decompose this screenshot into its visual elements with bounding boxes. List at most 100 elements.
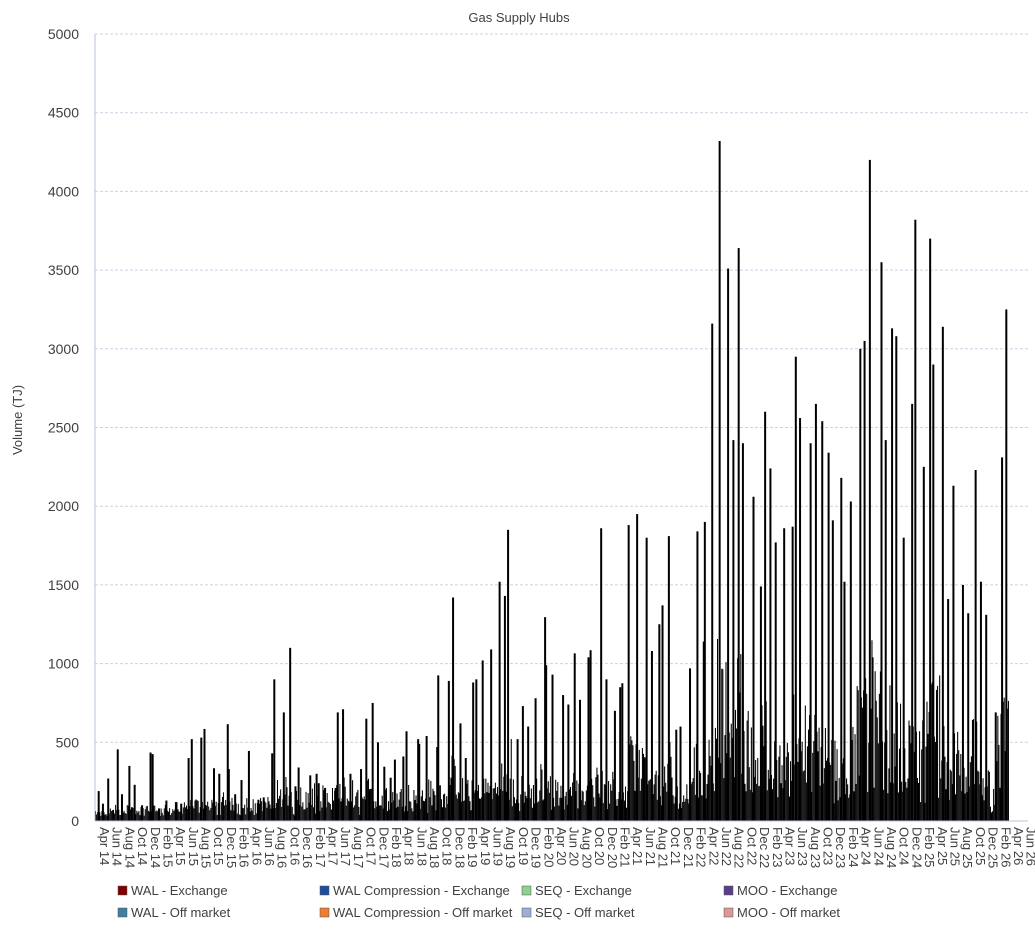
bar xyxy=(994,804,996,821)
bar xyxy=(339,783,341,821)
bar xyxy=(997,715,999,821)
bar xyxy=(264,801,266,821)
bar xyxy=(785,756,787,821)
x-tick-label: Feb 21 xyxy=(617,827,632,867)
bar xyxy=(290,792,292,821)
bar xyxy=(179,811,181,821)
bar xyxy=(913,751,915,821)
bar xyxy=(681,807,683,821)
bar xyxy=(789,761,792,821)
bar xyxy=(774,741,776,821)
bar xyxy=(685,798,687,821)
bar xyxy=(211,799,213,821)
bar xyxy=(219,814,221,821)
bar xyxy=(761,705,763,821)
x-tick-label: Dec 24 xyxy=(909,827,924,868)
bar xyxy=(355,796,357,821)
bar xyxy=(237,804,239,821)
bar xyxy=(731,737,733,821)
legend-label: SEQ - Off market xyxy=(535,905,635,920)
bar xyxy=(609,803,611,821)
bar xyxy=(661,605,664,821)
bar xyxy=(484,793,486,821)
bar xyxy=(784,780,786,821)
bar xyxy=(374,808,376,821)
bar xyxy=(428,779,430,821)
bar xyxy=(425,798,427,821)
bar xyxy=(562,695,565,821)
bar xyxy=(569,786,572,821)
bar xyxy=(723,778,725,821)
bar xyxy=(756,783,758,821)
x-tick-label: Oct 18 xyxy=(440,827,455,865)
bar xyxy=(445,807,447,821)
bar xyxy=(891,328,894,821)
bar xyxy=(568,789,570,821)
bar xyxy=(791,780,793,821)
bar xyxy=(133,808,135,821)
bar xyxy=(875,700,877,821)
bar xyxy=(581,790,583,821)
bar xyxy=(331,787,333,821)
bar xyxy=(243,808,245,821)
bar xyxy=(659,796,661,821)
x-tick-label: Jun 25 xyxy=(947,827,962,866)
bar xyxy=(345,805,347,821)
x-tick-label: Apr 26 xyxy=(1011,827,1026,865)
bar xyxy=(334,790,336,821)
bar xyxy=(358,806,360,821)
bar xyxy=(422,800,424,821)
bar xyxy=(145,806,147,821)
bar xyxy=(633,760,635,821)
bar xyxy=(247,807,249,821)
bar xyxy=(671,777,673,821)
bar xyxy=(718,141,721,822)
x-tick-label: Feb 19 xyxy=(465,827,480,867)
bar xyxy=(480,798,482,821)
bar xyxy=(496,787,499,821)
bar xyxy=(560,785,562,821)
bar xyxy=(161,812,163,821)
bar xyxy=(645,537,648,821)
bar xyxy=(444,793,446,821)
bar xyxy=(454,765,456,821)
bar xyxy=(748,767,750,821)
bar xyxy=(493,788,495,821)
bar xyxy=(836,749,838,821)
bar xyxy=(235,803,237,821)
bar xyxy=(532,785,534,821)
bar xyxy=(764,411,767,821)
y-tick-label: 5000 xyxy=(48,26,79,42)
bar xyxy=(547,781,549,821)
bar xyxy=(703,521,706,821)
bar xyxy=(620,799,622,821)
x-tick-label: Apr 21 xyxy=(630,827,645,865)
bar xyxy=(371,788,373,821)
bar xyxy=(688,803,690,821)
bar xyxy=(262,797,265,821)
bar xyxy=(709,755,711,821)
bar xyxy=(249,811,251,821)
bar xyxy=(214,805,216,821)
bar xyxy=(521,775,523,821)
bar xyxy=(523,802,525,821)
x-tick-label: Aug 21 xyxy=(656,827,671,868)
legend-label: MOO - Off market xyxy=(737,905,840,920)
bar xyxy=(608,781,610,821)
bar xyxy=(871,640,873,821)
bar xyxy=(878,693,880,821)
bar xyxy=(196,800,198,821)
bar xyxy=(964,793,966,821)
bar xyxy=(291,806,293,821)
x-tick-label: Jun 21 xyxy=(643,827,658,866)
bar xyxy=(935,689,938,821)
bar xyxy=(670,756,672,821)
bar xyxy=(467,779,469,821)
bar xyxy=(494,782,496,821)
bar xyxy=(474,790,476,821)
bar xyxy=(466,783,468,821)
bar xyxy=(164,804,166,821)
bar xyxy=(100,815,102,821)
bar xyxy=(389,809,391,821)
bar xyxy=(612,771,614,821)
